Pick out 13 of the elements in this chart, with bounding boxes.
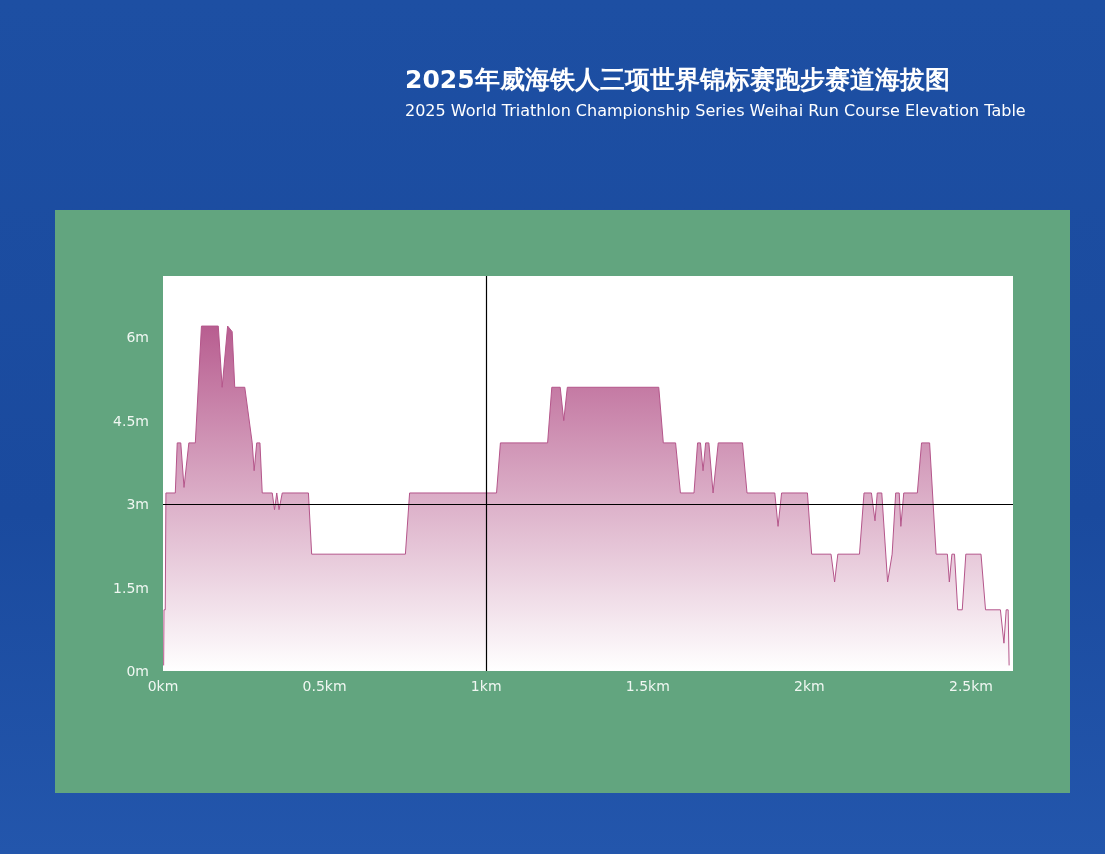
x-tick-label: 2.5km <box>948 678 993 694</box>
chart-title: 2025年威海铁人三项世界锦标赛跑步赛道海拔图 <box>405 65 950 94</box>
x-tick-label: 0.5km <box>302 678 347 694</box>
y-tick-label: 1.5m <box>113 579 149 596</box>
x-tick-label: 0km <box>147 678 179 694</box>
y-tick-label: 3m <box>126 496 149 513</box>
y-tick-label: 6m <box>126 329 149 346</box>
y-tick-label: 4.5m <box>113 412 149 429</box>
x-tick-label: 2km <box>794 678 825 694</box>
x-tick-label: 1km <box>470 678 502 694</box>
chart-subtitle: 2025 World Triathlon Championship Series Weihai Run Course Elevation Table <box>405 100 1026 120</box>
y-tick-label: 0m <box>126 663 149 679</box>
x-tick-label: 1.5km <box>625 678 670 694</box>
